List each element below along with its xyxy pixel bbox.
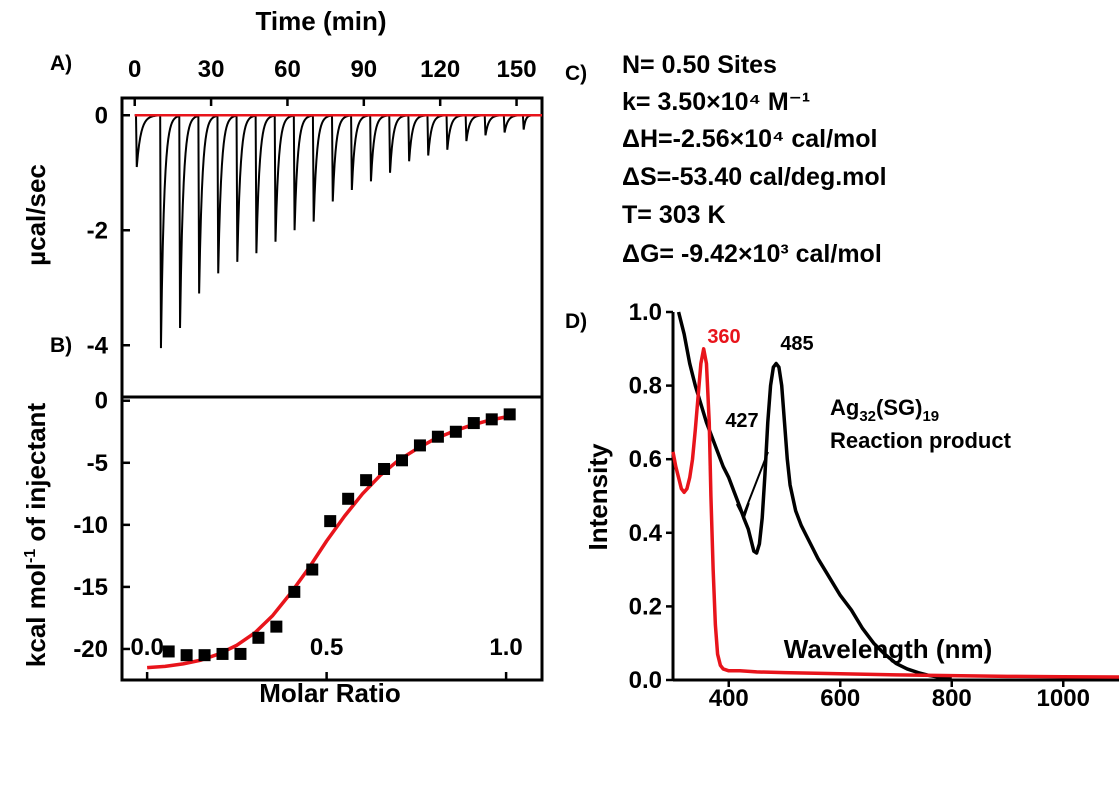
b-data-point xyxy=(360,474,373,487)
b-data-point xyxy=(180,649,193,662)
chart-panel-d: 400 600 800 1000 0.0 0.2 0.4 0.6 0.8 1.0 360 485 42… xyxy=(583,299,1119,712)
b-data-point xyxy=(270,620,283,633)
a-ytick-label: -2 xyxy=(87,217,108,244)
b-data-point xyxy=(503,408,516,421)
thermo-params: N= 0.50 Sites k= 3.50×10⁴ M⁻¹ ΔH=-2.56×1… xyxy=(622,51,887,268)
a-xtick-label: 30 xyxy=(198,56,225,83)
d-annotations: 360 485 427 xyxy=(707,326,814,521)
d-annot-arrow-head xyxy=(735,502,750,521)
d-ytick-label: 0.6 xyxy=(629,446,662,473)
d-series xyxy=(671,311,1119,680)
a-ytick-label: -4 xyxy=(87,332,109,359)
b-data-point xyxy=(396,454,408,467)
d-xlabel: Wavelength (nm) xyxy=(784,634,992,664)
d-xtick-label: 600 xyxy=(820,685,860,712)
b-series xyxy=(147,408,516,670)
b-fit-line xyxy=(147,413,514,670)
panel-label-c: C) xyxy=(565,62,587,85)
d-annot-485: 485 xyxy=(780,333,813,355)
a-xlabel: Time (min) xyxy=(256,6,387,36)
b-data-point xyxy=(342,492,355,505)
b-data-point xyxy=(198,649,211,662)
d-annot-360: 360 xyxy=(707,326,740,348)
d-ytick-label: 0.4 xyxy=(629,520,663,547)
a-xtick-label: 150 xyxy=(497,56,537,83)
param-k: k= 3.50×10⁴ M⁻¹ xyxy=(622,88,810,116)
d-xtick-label: 800 xyxy=(932,685,972,712)
b-ytick-label: -10 xyxy=(73,512,108,539)
b-data-point xyxy=(306,563,319,576)
d-ytick-label: 0.0 xyxy=(629,667,662,694)
b-ylabel: kcal mol-1 of injectant xyxy=(21,403,51,668)
b-ytick-label: -15 xyxy=(73,574,108,601)
a-series xyxy=(134,114,542,349)
d-xtick-label: 1000 xyxy=(1037,685,1090,712)
param-ds: ΔS=-53.40 cal/deg.mol xyxy=(622,163,887,191)
b-data-point xyxy=(162,645,175,658)
a-ytick-label: 0 xyxy=(95,102,108,129)
b-data-point xyxy=(449,425,462,438)
d-series-ag32-line xyxy=(676,311,952,680)
legend-ag32: Ag32(SG)19 xyxy=(830,395,939,425)
param-dg: ΔG= -9.42×10³ cal/mol xyxy=(622,240,882,268)
d-ytick-label: 0.8 xyxy=(629,373,662,400)
a-xtick-label: 90 xyxy=(350,56,377,83)
a-xtick-label: 120 xyxy=(420,56,460,83)
param-dh: ΔH=-2.56×10⁴ cal/mol xyxy=(622,125,877,153)
b-ytick-label: -5 xyxy=(87,450,108,477)
d-ytick-label: 1.0 xyxy=(629,299,662,326)
a-ticks: 0 30 60 90 120 150 0 -2 -4 xyxy=(87,56,537,359)
d-axes xyxy=(671,312,1119,682)
chart-panel-b: 0.0 0.5 1.0 0 -5 -10 -15 -20 Molar Ratio kcal m… xyxy=(21,388,544,708)
b-ticks: 0.0 0.5 1.0 0 -5 -10 -15 -20 xyxy=(73,388,523,680)
panel-label-a: A) xyxy=(50,52,72,75)
b-frame xyxy=(120,395,544,682)
panel-label-d: D) xyxy=(565,310,587,333)
d-ytick-label: 0.2 xyxy=(629,593,662,620)
b-data-point xyxy=(467,417,480,430)
a-thermogram-line xyxy=(134,114,535,349)
b-data-point xyxy=(216,647,229,660)
b-xtick-label: 1.0 xyxy=(489,634,522,661)
panel-label-b: B) xyxy=(50,334,72,357)
param-t: T= 303 K xyxy=(622,201,726,229)
d-series-product-line xyxy=(671,347,1119,679)
d-ylabel: Intensity xyxy=(583,443,613,550)
b-xlabel: Molar Ratio xyxy=(259,678,401,708)
chart-panel-a: 0 30 60 90 120 150 0 -2 -4 Time (min) µcal/sec xyxy=(21,6,544,399)
b-data-point xyxy=(413,439,426,452)
b-axes xyxy=(120,395,544,682)
a-ylabel: µcal/sec xyxy=(21,164,51,266)
b-xtick-label: 0.5 xyxy=(310,634,343,661)
b-data-point xyxy=(378,462,391,475)
b-ytick-label: 0 xyxy=(95,388,108,415)
d-xtick-label: 400 xyxy=(709,685,749,712)
b-data-point xyxy=(252,631,265,644)
param-n: N= 0.50 Sites xyxy=(622,51,777,79)
b-data-point xyxy=(431,430,444,443)
b-data-point xyxy=(485,413,498,426)
d-ticks: 400 600 800 1000 0.0 0.2 0.4 0.6 0.8 1.0 xyxy=(629,299,1090,712)
b-data-point xyxy=(288,585,301,598)
b-xtick-label: 0.0 xyxy=(130,634,163,661)
b-data-point xyxy=(234,647,247,660)
d-annot-427: 427 xyxy=(725,410,758,432)
legend-product: Reaction product xyxy=(830,428,1012,453)
a-xtick-label: 0 xyxy=(128,56,141,83)
b-ytick-label: -20 xyxy=(73,636,108,663)
a-xtick-label: 60 xyxy=(274,56,301,83)
b-data-point xyxy=(324,515,337,528)
